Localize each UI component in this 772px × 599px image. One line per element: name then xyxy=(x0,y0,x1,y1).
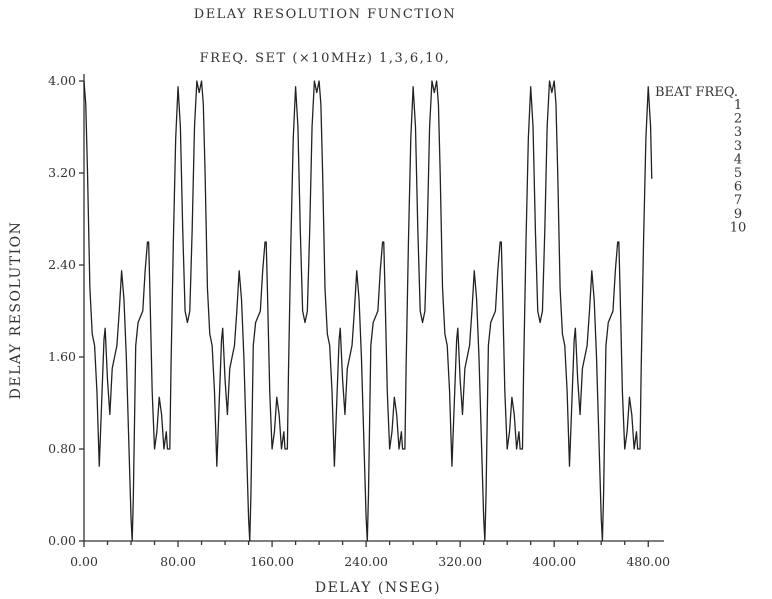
y-ticks: 0.00 0.80 1.60 2.40 3.20 4.00 xyxy=(48,73,84,548)
x-tick-label: 400.00 xyxy=(532,554,576,569)
x-tick-label: 80.00 xyxy=(160,554,196,569)
y-tick-label: 0.80 xyxy=(48,441,76,456)
x-axis-label: DELAY (NSEG) xyxy=(315,580,441,596)
legend-entry: 9 xyxy=(734,207,742,222)
chart-title: DELAY RESOLUTION FUNCTION xyxy=(194,7,456,22)
legend-entry: 10 xyxy=(730,220,747,235)
x-tick-label: 320.00 xyxy=(438,554,482,569)
x-ticks: 0.00 80.00 160.00 240.00 320.00 400.00 480.00 xyxy=(70,541,670,569)
y-axis-label: DELAY RESOLUTION xyxy=(8,221,24,400)
chart-subtitle: FREQ. SET (×10MHz) 1,3,6,10, xyxy=(200,51,451,66)
x-tick-label: 240.00 xyxy=(344,554,388,569)
legend-header: BEAT FREQ. xyxy=(655,85,738,100)
y-tick-label: 0.00 xyxy=(48,533,76,548)
legend-entry: 3 xyxy=(734,125,742,140)
delay-resolution-series-line xyxy=(83,80,653,542)
y-tick-label: 3.20 xyxy=(48,165,76,180)
legend-entry: 3 xyxy=(734,139,742,154)
legend-entry: 2 xyxy=(734,112,742,127)
x-tick-label: 160.00 xyxy=(250,554,294,569)
x-tick-label: 480.00 xyxy=(626,554,670,569)
y-tick-label: 2.40 xyxy=(48,257,76,272)
y-tick-label: 4.00 xyxy=(48,73,76,88)
legend-entry: 1 xyxy=(734,98,742,113)
legend-entry: 5 xyxy=(734,166,742,181)
x-tick-label: 0.00 xyxy=(70,554,98,569)
y-tick-label: 1.60 xyxy=(48,349,76,364)
legend-entry: 7 xyxy=(734,193,742,208)
legend-entry: 6 xyxy=(734,180,742,195)
legend-entry: 4 xyxy=(734,152,742,167)
